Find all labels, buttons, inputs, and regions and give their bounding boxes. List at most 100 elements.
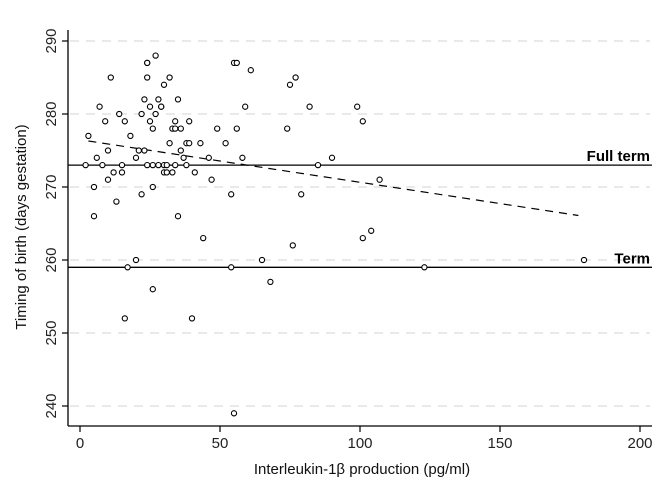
- data-point: [359, 234, 366, 242]
- data-point: [228, 264, 235, 271]
- data-point: [82, 161, 89, 169]
- data-point: [155, 161, 162, 169]
- data-point: [284, 125, 291, 132]
- data-point: [172, 118, 179, 125]
- data-point: [124, 264, 131, 271]
- data-point: [188, 315, 196, 322]
- x-tick-label-50: 50: [212, 435, 229, 452]
- data-point: [314, 161, 322, 169]
- data-point: [93, 154, 100, 161]
- y-tick-label-240: 240: [43, 393, 60, 418]
- data-point: [368, 227, 375, 234]
- data-point: [214, 125, 221, 132]
- data-point: [163, 169, 170, 176]
- data-point: [132, 154, 140, 161]
- data-points: [82, 52, 588, 417]
- data-point: [146, 118, 154, 125]
- data-point: [177, 147, 184, 154]
- data-point: [155, 96, 162, 103]
- data-point: [580, 256, 588, 264]
- data-point: [163, 161, 170, 169]
- data-point: [144, 74, 151, 81]
- data-point: [328, 154, 336, 161]
- data-point: [144, 59, 151, 67]
- data-point: [113, 198, 120, 205]
- data-point: [197, 140, 204, 147]
- trend-line: [88, 140, 579, 217]
- x-tick-label-100: 100: [347, 435, 372, 452]
- data-point: [258, 256, 266, 264]
- data-point: [286, 81, 294, 88]
- data-point: [149, 286, 156, 293]
- data-point: [177, 125, 184, 132]
- data-point: [186, 118, 193, 125]
- data-point: [267, 278, 274, 286]
- data-point: [132, 256, 140, 264]
- data-point: [121, 118, 128, 125]
- data-point: [186, 140, 193, 147]
- x-tick-label-200: 200: [627, 435, 652, 452]
- data-point: [200, 234, 207, 242]
- data-point: [169, 169, 176, 176]
- data-point: [149, 125, 156, 132]
- fit-line: [88, 140, 579, 217]
- data-point: [208, 176, 215, 183]
- data-point: [104, 147, 112, 154]
- data-point: [174, 96, 182, 103]
- data-point: [118, 161, 126, 169]
- data-point: [85, 132, 92, 140]
- data-point: [138, 191, 145, 198]
- data-point: [116, 110, 123, 118]
- data-point: [110, 169, 117, 176]
- y-tick-label-270: 270: [43, 174, 60, 199]
- data-point: [146, 103, 154, 110]
- data-point: [90, 183, 98, 191]
- data-point: [222, 140, 229, 147]
- data-point: [127, 132, 134, 140]
- data-point: [289, 242, 296, 249]
- data-point: [205, 154, 212, 161]
- data-point: [230, 410, 238, 417]
- data-point: [107, 74, 114, 81]
- data-point: [99, 161, 106, 169]
- data-point: [172, 161, 179, 169]
- data-point: [158, 103, 165, 110]
- data-point: [121, 315, 128, 322]
- y-tick-label-260: 260: [43, 247, 60, 272]
- data-point: [174, 213, 182, 220]
- data-point: [138, 110, 145, 118]
- data-point: [228, 191, 235, 198]
- data-point: [298, 191, 305, 198]
- data-point: [233, 59, 240, 67]
- y-tick-label-250: 250: [43, 320, 60, 345]
- data-point: [96, 103, 103, 110]
- y-axis-title: Timing of birth (days gestation): [13, 124, 30, 329]
- data-point: [102, 118, 109, 125]
- data-point: [354, 103, 361, 110]
- x-tick-label-0: 0: [76, 435, 84, 452]
- data-point: [183, 161, 190, 169]
- data-point: [292, 74, 299, 81]
- reference-label-259: Term: [614, 250, 650, 267]
- data-point: [376, 176, 383, 183]
- data-point: [247, 67, 254, 74]
- data-point: [149, 161, 156, 169]
- y-tick-label-290: 290: [43, 28, 60, 53]
- gridlines: [70, 40, 650, 407]
- data-point: [306, 103, 313, 110]
- data-point: [233, 125, 240, 132]
- data-point: [152, 52, 159, 59]
- data-point: [191, 169, 198, 176]
- data-point: [104, 176, 112, 183]
- data-point: [242, 103, 249, 110]
- data-point: [141, 96, 148, 103]
- x-tick-label-150: 150: [487, 435, 512, 452]
- data-point: [172, 125, 179, 132]
- data-point: [421, 264, 428, 271]
- data-point: [180, 154, 187, 161]
- x-axis-title: Interleukin-1β production (pg/ml): [254, 461, 470, 478]
- y-tick-label-280: 280: [43, 101, 60, 126]
- data-point: [149, 183, 156, 191]
- data-point: [160, 81, 168, 88]
